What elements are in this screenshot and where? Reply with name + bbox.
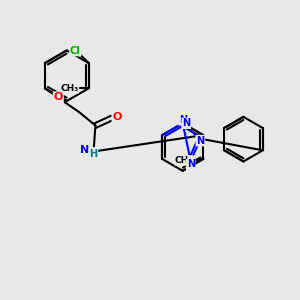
Text: CH₃: CH₃ (60, 84, 79, 93)
Text: N: N (196, 136, 204, 146)
Text: N: N (80, 145, 90, 155)
Text: H: H (89, 149, 98, 159)
Text: N: N (187, 159, 195, 170)
Text: CH₃: CH₃ (175, 156, 193, 165)
Text: O: O (54, 92, 63, 102)
Text: O: O (112, 112, 122, 122)
Text: N: N (182, 118, 190, 128)
Text: N: N (178, 115, 187, 125)
Text: Cl: Cl (70, 46, 81, 56)
